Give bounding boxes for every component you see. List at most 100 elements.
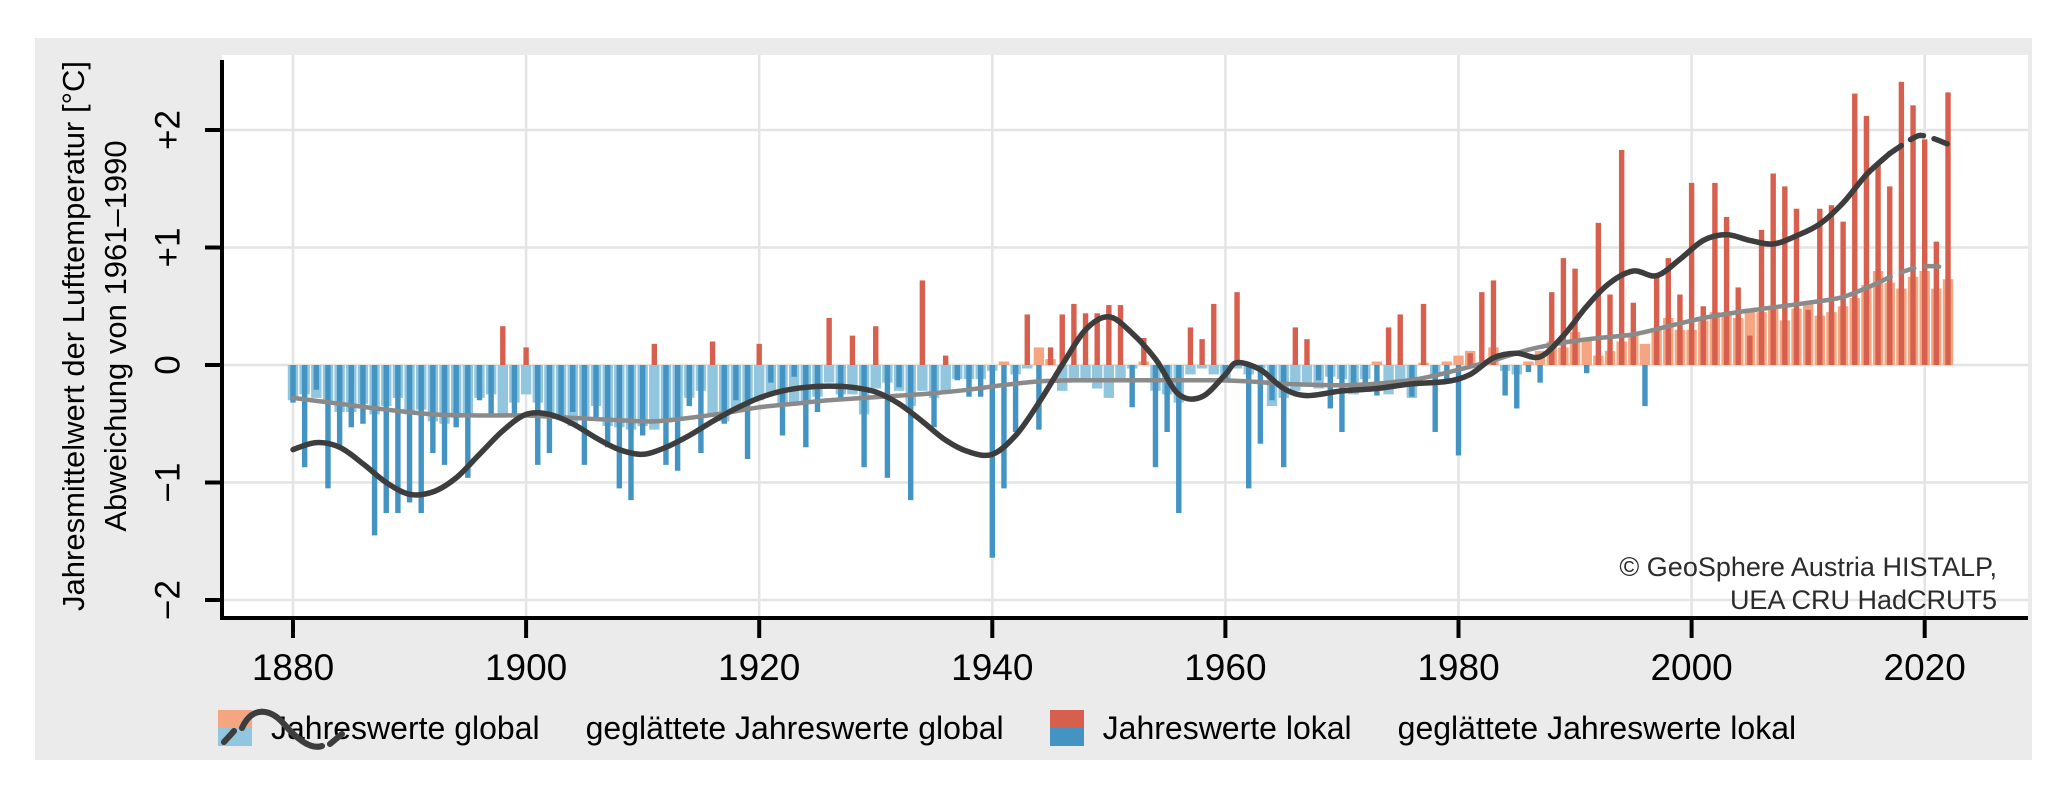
local-annual-bar <box>558 365 564 418</box>
local-annual-bar <box>1339 365 1345 432</box>
local-annual-bar <box>1782 186 1788 365</box>
local-annual-bar <box>1618 149 1625 365</box>
credit-line1: © GeoSphere Austria HISTALP, <box>1619 552 1997 582</box>
global-annual-bar <box>1115 365 1126 380</box>
smoothed-global-curve <box>290 280 1881 424</box>
global-annual-bar <box>917 365 928 391</box>
global-annual-bar <box>940 365 951 391</box>
global-annual-bar <box>1453 355 1464 365</box>
x-tick-label: 1880 <box>252 647 334 688</box>
global-annual-bar <box>1231 365 1243 369</box>
local-annual-bar <box>1024 314 1030 365</box>
x-tick-label: 2000 <box>1650 647 1732 688</box>
legend-label-local-smoothed: geglättete Jahreswerte lokal <box>1397 709 1797 746</box>
smoothed-curve-layer <box>290 132 1951 498</box>
local-annual-bar <box>639 365 646 436</box>
local-annual-bar <box>453 365 459 428</box>
x-tick-label: 1960 <box>1184 647 1266 688</box>
global-annual-bar <box>1185 365 1196 375</box>
local-annual-bar <box>908 365 914 501</box>
local-annual-bar <box>954 365 961 381</box>
local-annual-bar <box>1397 314 1403 365</box>
local-annual-bar <box>1747 335 1753 365</box>
global-annual-bar <box>1033 347 1045 365</box>
smoothed-local-curve-dashed-end <box>1886 132 1951 157</box>
local-annual-bar <box>1700 306 1706 365</box>
local-annual-bar <box>1479 292 1485 365</box>
global-annual-bar <box>1523 361 1534 365</box>
axis-layer: +2 +1 0 −1 −2 1880 1900 1920 1940 1960 1980 2000 202… <box>149 60 2028 688</box>
local-annual-bar <box>1805 309 1811 365</box>
local-annual-bar <box>1362 365 1368 390</box>
global-annual-bar <box>1196 365 1208 369</box>
y-tick-label: 0 <box>149 355 188 374</box>
local-annual-bar <box>768 365 774 383</box>
local-annual-bar <box>360 365 366 424</box>
global-annual-bar <box>1290 365 1301 391</box>
local-annual-bar <box>1129 365 1135 408</box>
local-annual-bar <box>651 343 658 365</box>
global-annual-bar <box>870 365 881 389</box>
global-annual-bar <box>823 365 835 383</box>
local-annual-bar <box>430 365 436 454</box>
local-annual-bar <box>873 326 879 365</box>
legend-item-local-bars: Jahreswerte lokal <box>1049 710 1352 747</box>
local-annual-bar <box>1012 365 1019 432</box>
local-annual-bar <box>861 365 867 468</box>
local-annual-bar <box>1817 208 1823 365</box>
local-annual-bar <box>779 365 786 436</box>
local-annual-bar <box>325 365 331 489</box>
global-annual-bar <box>1091 365 1103 389</box>
global-annual-bar <box>497 365 508 415</box>
local-annual-bar <box>1584 365 1590 374</box>
chart-legend: Jahreswerte global geglättete Jahreswert… <box>218 702 1796 754</box>
local-annual-bar <box>1350 365 1357 390</box>
global-annual-bar <box>1395 365 1406 387</box>
y-tick-label: +2 <box>149 110 188 150</box>
local-annual-bar <box>1933 241 1940 365</box>
local-annual-bar <box>511 365 518 416</box>
global-annual-bar <box>1022 365 1033 369</box>
local-annual-bar <box>1688 182 1695 365</box>
local-annual-bar <box>977 365 984 397</box>
local-annual-bar <box>966 365 972 397</box>
local-annual-bar <box>884 365 891 478</box>
local-annual-bar <box>1152 365 1159 468</box>
legend-label-global-bars: Jahreswerte global <box>271 709 540 746</box>
local-annual-bar <box>383 365 389 514</box>
local-annual-bar <box>1677 294 1683 365</box>
y-axis-title-line2: Abweichung von 1961–1990 <box>98 140 133 531</box>
local-annual-bar <box>1047 347 1054 365</box>
local-annual-bar <box>1828 205 1835 365</box>
local-annual-bar <box>709 341 716 365</box>
local-annual-bar <box>1117 305 1124 365</box>
local-annual-bar <box>1385 327 1392 365</box>
local-bars-swatch-icon <box>1049 710 1084 746</box>
legend-item-global-smoothed: geglättete Jahreswerte global <box>221 708 1004 750</box>
global-annual-bar <box>998 361 1010 365</box>
local-annual-bar <box>1164 365 1170 432</box>
local-annual-bar <box>1852 93 1858 365</box>
global-annual-bar <box>847 365 858 395</box>
local-annual-bar <box>1607 294 1613 365</box>
local-annual-bar <box>546 365 553 454</box>
local-annual-bar <box>336 365 343 448</box>
x-tick-label: 1900 <box>485 647 567 688</box>
local-annual-bar <box>348 365 354 428</box>
local-annual-bar <box>1653 276 1660 365</box>
local-annual-bar <box>1712 182 1718 365</box>
local-annual-bar <box>616 365 623 489</box>
local-annual-bar <box>1374 365 1380 396</box>
local-annual-bar <box>1199 339 1205 365</box>
local-annual-bar <box>849 335 856 365</box>
global-annual-bar <box>707 365 718 415</box>
local-annual-bar <box>1863 115 1870 366</box>
local-annual-bar <box>395 365 401 514</box>
local-annual-bar <box>1455 365 1462 456</box>
local-annual-bar <box>1082 313 1089 365</box>
local-annual-bar <box>1001 365 1007 489</box>
local-annual-bar <box>1514 365 1520 409</box>
local-annual-bar <box>919 280 926 365</box>
local-annual-bar <box>1176 365 1182 514</box>
y-axis-title-line1: Jahresmittelwert der Lufttemperatur [°C] <box>56 61 91 611</box>
